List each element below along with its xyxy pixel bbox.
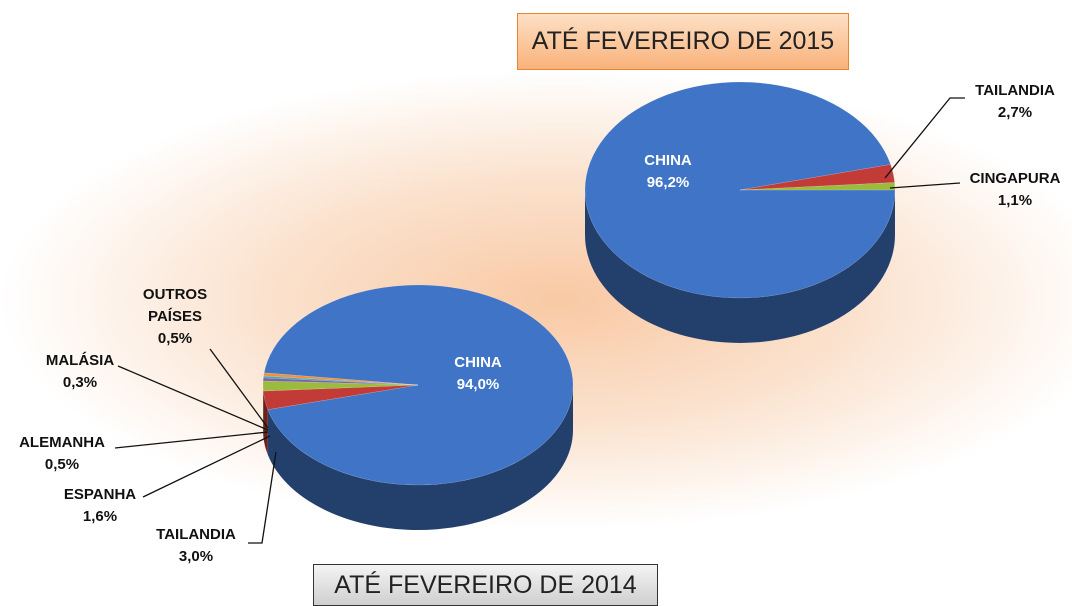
pie-slice	[263, 372, 419, 386]
chart-title: ATÉ FEVEREIRO DE 2014	[313, 564, 658, 606]
category-label: ESPANHA	[63, 486, 137, 503]
category-label: CHINA	[454, 354, 502, 371]
leader-line	[889, 182, 961, 189]
leader-line	[117, 365, 269, 431]
data-label: MALÁSIA 0,3%	[30, 350, 130, 394]
value-label: 94,0%	[456, 376, 500, 393]
leader-line	[142, 435, 271, 498]
category-label: TAILANDIA	[975, 82, 1055, 99]
data-label: TAILANDIA 2,7%	[965, 80, 1065, 124]
value-label: 1,6%	[82, 508, 118, 525]
data-label: TAILANDIA 3,0%	[146, 524, 246, 568]
value-label: 0,3%	[62, 374, 98, 391]
data-label: OUTROS PAÍSES 0,5%	[135, 284, 215, 350]
data-label: CINGAPURA 1,1%	[960, 168, 1070, 212]
leader-line	[884, 97, 965, 179]
leader-line	[114, 431, 269, 449]
category-label: MALÁSIA	[45, 352, 115, 369]
pie-slice	[739, 164, 895, 191]
pie-slice	[584, 81, 896, 299]
pie-slice	[262, 380, 419, 392]
category-label: TAILANDIA	[156, 526, 236, 543]
category-label: ALEMANHA	[19, 434, 105, 451]
data-label: ALEMANHA 0,5%	[7, 432, 117, 476]
pie-slice	[263, 284, 574, 486]
value-label: 0,5%	[157, 330, 193, 347]
pie-slice	[263, 375, 419, 386]
chart-title: ATÉ FEVEREIRO DE 2015	[517, 13, 849, 70]
value-label: 96,2%	[646, 174, 690, 191]
category-label: CINGAPURA	[969, 170, 1061, 187]
pie-slice	[262, 377, 419, 386]
value-label: 1,1%	[997, 192, 1033, 209]
pie-slice-side	[585, 190, 895, 343]
pie-slice	[739, 182, 896, 191]
category-label: OUTROS PAÍSES	[142, 286, 208, 325]
value-label: 0,5%	[44, 456, 80, 473]
data-label: ESPANHA 1,6%	[50, 484, 150, 528]
leader-line	[209, 348, 269, 429]
data-label: CHINA 94,0%	[438, 352, 518, 396]
value-label: 3,0%	[178, 548, 214, 565]
value-label: 2,7%	[997, 104, 1033, 121]
pie-slice-side	[267, 385, 573, 531]
data-label: CHINA 96,2%	[628, 150, 708, 194]
pie-slice	[263, 384, 419, 410]
category-label: CHINA	[644, 152, 692, 169]
leader-line	[248, 451, 277, 544]
